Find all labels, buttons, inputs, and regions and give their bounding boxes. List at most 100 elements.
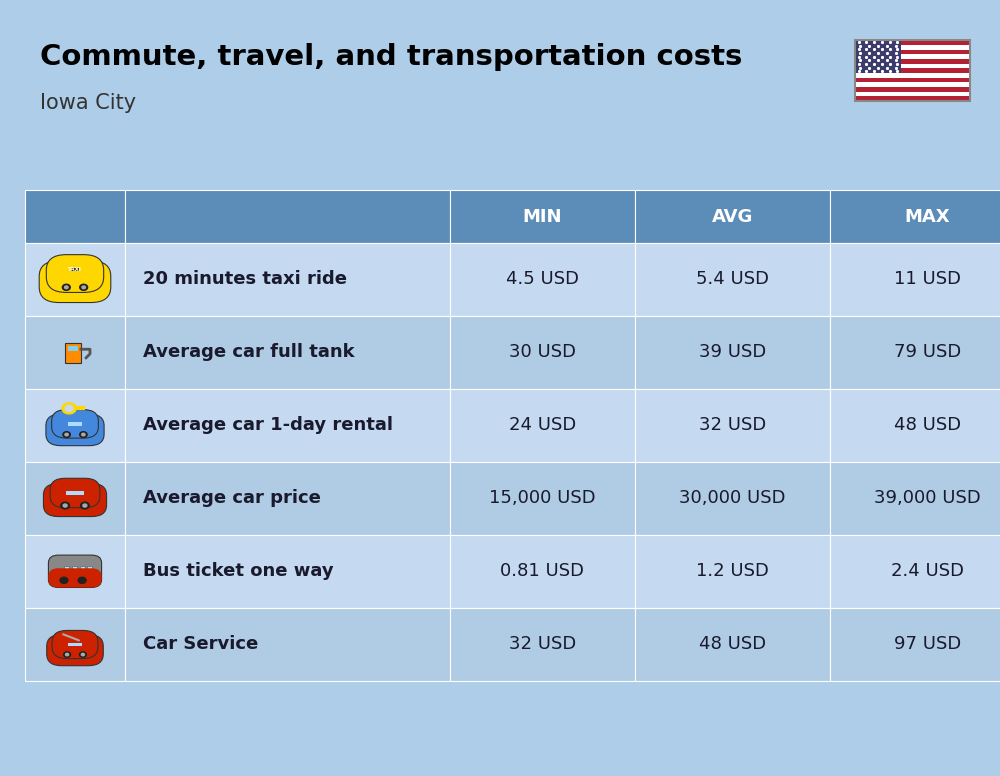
FancyBboxPatch shape xyxy=(52,630,98,659)
Circle shape xyxy=(80,284,88,290)
FancyBboxPatch shape xyxy=(635,316,830,389)
FancyBboxPatch shape xyxy=(48,555,102,587)
FancyBboxPatch shape xyxy=(25,389,125,462)
FancyBboxPatch shape xyxy=(855,50,970,54)
FancyBboxPatch shape xyxy=(830,243,1000,316)
FancyBboxPatch shape xyxy=(125,243,450,316)
FancyBboxPatch shape xyxy=(39,261,111,303)
Text: 15,000 USD: 15,000 USD xyxy=(489,489,596,508)
FancyBboxPatch shape xyxy=(68,643,82,646)
FancyBboxPatch shape xyxy=(635,535,830,608)
Text: 4.5 USD: 4.5 USD xyxy=(506,270,579,289)
FancyBboxPatch shape xyxy=(855,40,970,45)
Circle shape xyxy=(62,284,70,290)
FancyBboxPatch shape xyxy=(64,566,69,571)
Circle shape xyxy=(65,286,68,289)
Circle shape xyxy=(60,577,68,584)
FancyBboxPatch shape xyxy=(635,462,830,535)
FancyBboxPatch shape xyxy=(125,190,450,243)
FancyBboxPatch shape xyxy=(80,566,85,571)
FancyBboxPatch shape xyxy=(855,40,901,73)
FancyBboxPatch shape xyxy=(830,316,1000,389)
FancyBboxPatch shape xyxy=(125,608,450,681)
FancyBboxPatch shape xyxy=(125,462,450,535)
FancyBboxPatch shape xyxy=(855,64,970,68)
Circle shape xyxy=(82,286,85,289)
FancyBboxPatch shape xyxy=(830,462,1000,535)
Circle shape xyxy=(65,405,73,411)
Text: 97 USD: 97 USD xyxy=(894,635,961,653)
FancyBboxPatch shape xyxy=(830,389,1000,462)
FancyBboxPatch shape xyxy=(855,54,970,59)
FancyBboxPatch shape xyxy=(25,243,125,316)
FancyBboxPatch shape xyxy=(47,635,103,666)
FancyBboxPatch shape xyxy=(46,255,104,293)
Text: 20 minutes taxi ride: 20 minutes taxi ride xyxy=(143,270,347,289)
FancyBboxPatch shape xyxy=(830,190,1000,243)
FancyBboxPatch shape xyxy=(25,462,125,535)
Text: Average car price: Average car price xyxy=(143,489,321,508)
Text: 11 USD: 11 USD xyxy=(894,270,961,289)
Text: 1.2 USD: 1.2 USD xyxy=(696,562,769,580)
FancyBboxPatch shape xyxy=(25,535,125,608)
Circle shape xyxy=(78,577,86,584)
FancyBboxPatch shape xyxy=(450,389,635,462)
Circle shape xyxy=(61,502,69,509)
Circle shape xyxy=(63,431,70,438)
FancyBboxPatch shape xyxy=(450,190,635,243)
FancyBboxPatch shape xyxy=(830,608,1000,681)
FancyBboxPatch shape xyxy=(855,78,970,82)
FancyBboxPatch shape xyxy=(68,346,78,351)
Text: 24 USD: 24 USD xyxy=(509,416,576,435)
Circle shape xyxy=(83,504,87,507)
FancyBboxPatch shape xyxy=(635,608,830,681)
FancyBboxPatch shape xyxy=(46,414,104,445)
FancyBboxPatch shape xyxy=(66,491,84,495)
Text: 0.81 USD: 0.81 USD xyxy=(501,562,584,580)
FancyBboxPatch shape xyxy=(125,316,450,389)
FancyBboxPatch shape xyxy=(855,45,970,50)
FancyBboxPatch shape xyxy=(855,68,970,73)
Circle shape xyxy=(63,504,67,507)
FancyBboxPatch shape xyxy=(48,568,102,587)
Text: 5.4 USD: 5.4 USD xyxy=(696,270,769,289)
Circle shape xyxy=(66,653,69,656)
FancyBboxPatch shape xyxy=(450,243,635,316)
FancyBboxPatch shape xyxy=(25,316,125,389)
FancyBboxPatch shape xyxy=(125,535,450,608)
Text: 39,000 USD: 39,000 USD xyxy=(874,489,981,508)
Text: 2.4 USD: 2.4 USD xyxy=(891,562,964,580)
FancyBboxPatch shape xyxy=(87,566,92,571)
Text: MAX: MAX xyxy=(905,207,950,226)
Text: AVG: AVG xyxy=(712,207,753,226)
FancyBboxPatch shape xyxy=(855,87,970,92)
Text: Bus ticket one way: Bus ticket one way xyxy=(143,562,334,580)
Text: MIN: MIN xyxy=(523,207,562,226)
FancyBboxPatch shape xyxy=(855,96,970,101)
FancyBboxPatch shape xyxy=(450,535,635,608)
FancyBboxPatch shape xyxy=(52,410,98,438)
FancyBboxPatch shape xyxy=(72,566,77,571)
FancyBboxPatch shape xyxy=(65,343,81,363)
FancyBboxPatch shape xyxy=(68,422,82,426)
Circle shape xyxy=(65,433,68,436)
Circle shape xyxy=(81,502,89,509)
FancyBboxPatch shape xyxy=(25,608,125,681)
Text: Average car full tank: Average car full tank xyxy=(143,343,355,362)
Text: 32 USD: 32 USD xyxy=(509,635,576,653)
FancyBboxPatch shape xyxy=(450,316,635,389)
FancyBboxPatch shape xyxy=(450,462,635,535)
FancyBboxPatch shape xyxy=(450,608,635,681)
Text: 32 USD: 32 USD xyxy=(699,416,766,435)
FancyBboxPatch shape xyxy=(635,389,830,462)
Text: TAXI: TAXI xyxy=(68,267,82,272)
FancyBboxPatch shape xyxy=(43,483,107,517)
FancyBboxPatch shape xyxy=(71,268,79,271)
Circle shape xyxy=(64,652,71,657)
FancyBboxPatch shape xyxy=(855,59,970,64)
FancyBboxPatch shape xyxy=(855,73,970,78)
FancyBboxPatch shape xyxy=(25,190,125,243)
Text: 48 USD: 48 USD xyxy=(699,635,766,653)
Circle shape xyxy=(82,433,85,436)
FancyBboxPatch shape xyxy=(855,40,970,101)
